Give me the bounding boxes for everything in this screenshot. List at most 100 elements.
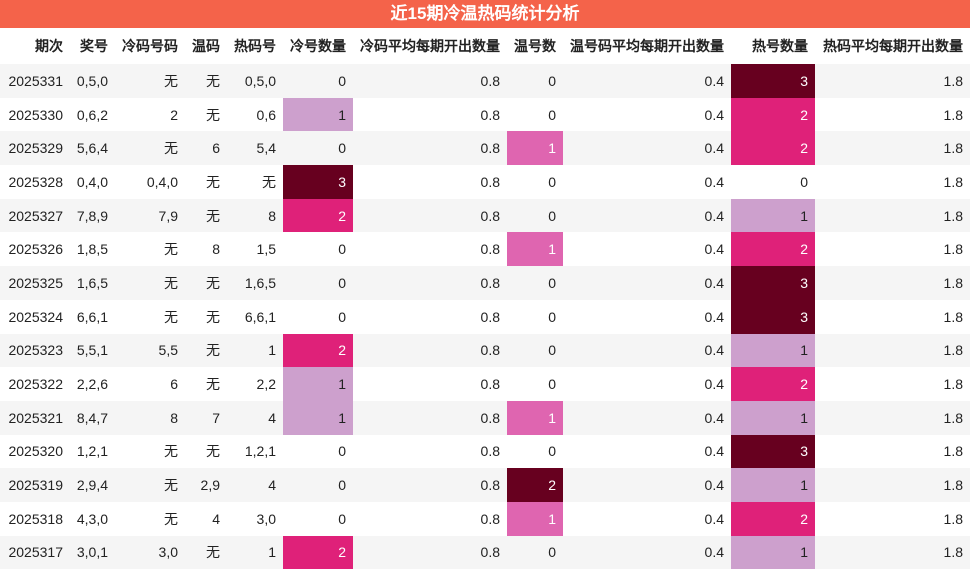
- column-header: 温码: [192, 38, 220, 54]
- table-cell: 0.8: [480, 376, 500, 393]
- data-row: 2025317 3,0,1 3,0 无 1 2 0.8 0 0.4 1 1.8: [0, 535, 970, 570]
- table-cell: 0.8: [353, 333, 507, 368]
- table-cell: 0: [283, 64, 353, 98]
- table-cell: 8: [212, 241, 220, 258]
- table-cell: 1.8: [815, 64, 970, 98]
- table-cell: 0: [548, 308, 556, 325]
- table-cell: 无: [185, 64, 227, 98]
- data-row: 2025322 2,2,6 6 无 2,2 1 0.8 0 0.4 2 1.8: [0, 367, 970, 401]
- table-cell: 1: [283, 367, 353, 401]
- table-cell: 1: [731, 468, 815, 502]
- table-cell: 0.8: [353, 400, 507, 435]
- column-header: 温号码平均每期开出数量: [570, 38, 724, 54]
- table-cell: 6: [170, 376, 178, 393]
- table-cell: 0.8: [480, 106, 500, 123]
- table-cell: 0.4: [563, 266, 731, 300]
- column-header: 冷码平均每期开出数量: [360, 38, 500, 54]
- data-row: 2025319 2,9,4 无 2,9 4 0 0.8 2 0.4 1 1.8: [0, 468, 970, 502]
- table-cell: 无: [206, 308, 220, 325]
- table-cell: 3: [731, 434, 815, 469]
- table-cell: 0: [507, 198, 563, 233]
- table-cell: 1,2,1: [76, 443, 108, 460]
- table-cell: 1.8: [815, 333, 970, 368]
- table-cell: 1: [731, 198, 815, 233]
- table-cell: 0,6: [256, 106, 276, 123]
- table-cell: 1.8: [943, 308, 963, 325]
- table-cell: 0.4: [704, 173, 724, 190]
- data-row: 2025325 1,6,5 无无 1,6,5 0 0.8 0 0.4 3 1.8: [0, 266, 970, 300]
- table-cell: 0.8: [353, 535, 507, 570]
- table-cell: 1.8: [815, 400, 970, 435]
- data-row: 2025326 1,8,5 无 8 1,5 0 0.8 1 0.4 2 1.8: [0, 232, 970, 267]
- table-cell: 0: [548, 376, 556, 393]
- table-cell: 2: [731, 232, 815, 267]
- table-cell: 0: [800, 173, 808, 190]
- table-cell: 2: [731, 97, 815, 132]
- table-cell: 2025327: [0, 198, 70, 233]
- data-row: 2025328 0,4,0 0,4,0 无无 3 0.8 0 0.4 0 1.8: [0, 165, 970, 199]
- table-cell: 1.8: [815, 535, 970, 570]
- table-cell: 3,0: [115, 535, 185, 570]
- table-cell: 2,9,4: [70, 468, 115, 502]
- table-cell: 1.8: [943, 510, 963, 527]
- table-cell: 0.8: [480, 241, 500, 258]
- table-cell: 2,2,6: [76, 376, 108, 393]
- table-cell: 3,0,1: [70, 535, 115, 570]
- table-cell: 2025324: [8, 308, 63, 325]
- table-cell: 0.4: [563, 198, 731, 233]
- table-cell: 1: [283, 97, 353, 132]
- table-cell: 0.8: [480, 510, 500, 527]
- table-cell: 0.4: [563, 535, 731, 570]
- table-cell: 无: [164, 241, 178, 258]
- table-cell: 0: [338, 308, 346, 325]
- table-cell: 2025319: [0, 468, 70, 502]
- table-cell: 0.8: [353, 266, 507, 300]
- table-title: 近15期冷温热码统计分析: [0, 0, 970, 28]
- table-cell: 1.8: [815, 468, 970, 502]
- table-cell: 7,9: [115, 198, 185, 233]
- table-cell: 0,4,0: [146, 173, 178, 190]
- table-cell: 无: [185, 266, 227, 300]
- table-cell: 2: [731, 131, 815, 166]
- data-row: 2025323 5,5,1 5,5 无 1 2 0.8 0 0.4 1 1.8: [0, 333, 970, 368]
- table-cell: 1.8: [943, 376, 963, 393]
- table-cell: 1.8: [815, 266, 970, 300]
- table-cell: 3,0: [256, 510, 276, 527]
- table-cell: 4: [227, 400, 283, 435]
- table-cell: 1,5: [256, 241, 276, 258]
- table-cell: 1: [507, 232, 563, 267]
- table-cell: 0: [548, 443, 556, 460]
- table-cell: 2: [731, 367, 815, 401]
- data-row: 2025320 1,2,1 无 无 1,2,1 0 0.8 0 0.4 3 1.8: [0, 434, 970, 469]
- table-cell: 3: [731, 299, 815, 334]
- table-cell: 0.4: [563, 400, 731, 435]
- table-cell: 4: [212, 510, 220, 527]
- table-cell: 无: [115, 131, 185, 166]
- table-cell: 0.8: [353, 64, 507, 98]
- table-cell: 0.8: [480, 308, 500, 325]
- table-cell: 1: [283, 400, 353, 435]
- table-cell: 无: [185, 333, 227, 368]
- column-header: 热码平均每期开出数量: [823, 38, 963, 54]
- table-cell: 8: [115, 400, 185, 435]
- table-cell: 2: [731, 501, 815, 536]
- table-cell: 2: [507, 468, 563, 502]
- table-cell: 2025321: [0, 400, 70, 435]
- table-cell: 1.8: [943, 241, 963, 258]
- table-cell: 0,4,0: [76, 173, 108, 190]
- table-cell: 0.8: [480, 443, 500, 460]
- table-cell: 2025318: [8, 510, 63, 527]
- header-row: 期次 奖号 冷码号码 温码 热码号 冷号数量 冷码平均每期开出数量 温号数 温号码平均每期开出数…: [0, 28, 970, 64]
- table-cell: 无: [206, 173, 220, 190]
- table-body: 2025331 0,5,0 无无 0,5,0 0 0.8 0 0.4 3 1.8 2025330 0,…: [0, 64, 970, 570]
- table-cell: 无: [206, 376, 220, 393]
- table-cell: 0,6,2: [76, 106, 108, 123]
- table-cell: 无: [262, 173, 276, 190]
- data-row: 2025327 7,8,9 7,9 无 8 2 0.8 0 0.4 1 1.8: [0, 198, 970, 233]
- table-cell: 0.4: [704, 106, 724, 123]
- table-cell: 3: [283, 165, 353, 199]
- table-cell: 1: [227, 535, 283, 570]
- table-cell: 2025331: [0, 64, 70, 98]
- data-row: 2025321 8,4,7 8 7 4 1 0.8 1 0.4 1 1.8: [0, 400, 970, 435]
- table-cell: 0,5,0: [70, 64, 115, 98]
